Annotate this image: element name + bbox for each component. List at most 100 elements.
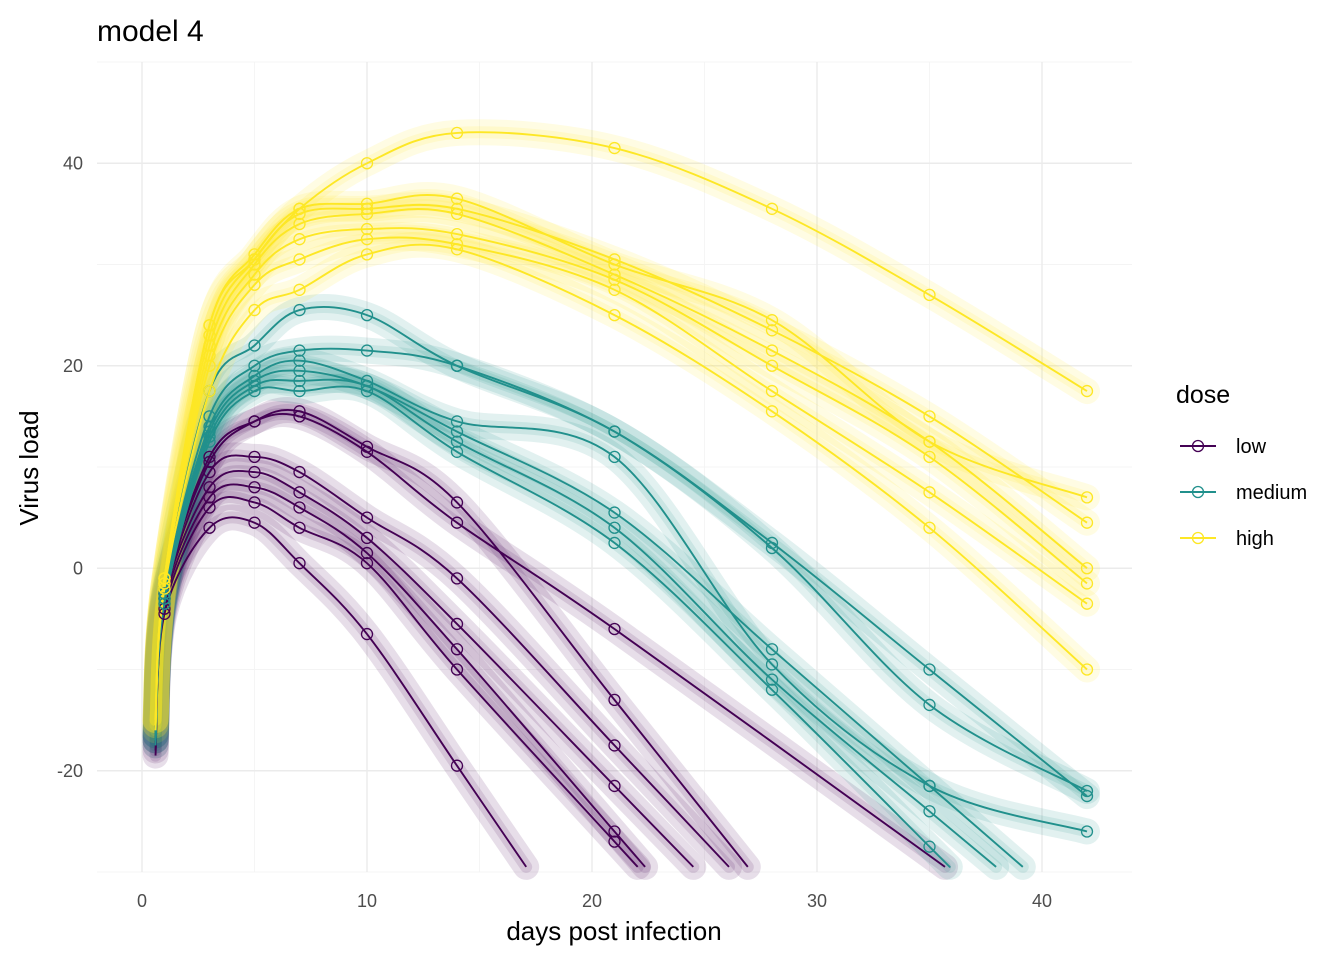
observation-point-low (248, 516, 261, 529)
observation-point-high (608, 308, 621, 322)
observation-point-medium (923, 698, 936, 712)
observation-point-high (608, 141, 621, 155)
observation-point-high (608, 253, 621, 266)
observation-point-medium (203, 435, 216, 448)
observation-point-medium (923, 840, 936, 853)
observation-point-high (450, 238, 464, 251)
y-tick-label: 40 (63, 153, 83, 173)
observation-point-high (360, 197, 374, 210)
observation-point-high (450, 202, 464, 215)
y-tick-label: 0 (73, 558, 83, 578)
observation-point-medium (293, 364, 306, 377)
observation-point-high (248, 258, 261, 271)
observation-point-high (293, 283, 306, 296)
observation-point-low (293, 521, 306, 534)
observation-point-high (450, 243, 464, 256)
observation-point-low (450, 572, 464, 585)
observation-point-low (293, 501, 306, 514)
observation-point-medium (203, 425, 216, 438)
observation-point-high (293, 202, 306, 215)
fitted-curve-high (154, 131, 1088, 721)
observation-point-high (765, 359, 779, 372)
observation-point-high (248, 303, 261, 317)
observation-point-medium (608, 450, 621, 464)
observation-point-medium (923, 663, 936, 676)
observation-point-high (923, 435, 936, 448)
observation-point-low (248, 496, 261, 509)
observation-point-high (1080, 597, 1094, 610)
fitted-curve-high (154, 203, 1088, 721)
observation-point-low (293, 410, 306, 423)
observation-point-medium (360, 344, 374, 357)
x-tick-label: 30 (807, 891, 827, 911)
observation-point-medium (248, 384, 261, 398)
observation-point-high (765, 202, 779, 215)
observation-point-medium (360, 379, 374, 393)
observation-point-high (608, 258, 621, 271)
observation-point-low (450, 496, 464, 509)
observation-point-high (248, 278, 261, 291)
observation-point-high (203, 384, 216, 398)
observation-point-low (158, 602, 171, 615)
observation-point-medium (360, 374, 374, 388)
fitted-curve-medium (154, 359, 1088, 833)
observation-point-high (923, 521, 936, 534)
fitted-curve-high (154, 243, 1088, 731)
fitted-curve-low (154, 483, 646, 868)
observation-point-low (608, 693, 621, 707)
observation-point-medium (248, 359, 261, 372)
observation-point-medium (608, 425, 621, 438)
observation-point-high (608, 273, 621, 286)
observation-point-low (293, 405, 306, 418)
observation-point-high (923, 288, 936, 302)
observation-point-high (158, 582, 171, 595)
observation-point-low (360, 445, 374, 458)
observation-point-high (450, 207, 464, 221)
observation-point-medium (1080, 789, 1094, 803)
y-tick-label: 20 (63, 356, 83, 376)
observation-point-high (1080, 516, 1094, 529)
observation-point-high (248, 268, 261, 281)
observation-point-low (158, 607, 171, 620)
observation-point-low (293, 465, 306, 479)
observation-point-high (923, 410, 936, 423)
observation-point-medium (248, 374, 261, 388)
observation-point-medium (765, 683, 779, 696)
observation-point-medium (293, 303, 306, 317)
x-tick-label: 0 (137, 891, 147, 911)
observation-point-medium (158, 587, 171, 600)
observation-point-medium (765, 673, 779, 686)
legend-key-point (1191, 531, 1205, 545)
observation-point-low (450, 617, 464, 631)
observation-point-medium (765, 536, 779, 550)
observation-point-medium (608, 536, 621, 550)
observation-point-medium (158, 592, 171, 605)
observation-point-high (203, 329, 216, 342)
observation-point-low (608, 825, 621, 838)
x-axis-ticks: 0 10 20 30 40 (137, 891, 1052, 911)
observation-point-medium (1080, 825, 1094, 838)
observation-point-low (360, 627, 374, 641)
x-tick-label: 40 (1032, 891, 1052, 911)
observation-point-high (923, 486, 936, 499)
grid (97, 61, 1132, 873)
observation-point-high (293, 253, 306, 266)
observation-point-medium (923, 779, 936, 793)
observation-point-medium (293, 344, 306, 357)
observation-point-medium (248, 369, 261, 383)
observation-point-low (203, 455, 216, 469)
observation-point-high (203, 339, 216, 352)
fitted-curve-medium (154, 369, 1024, 868)
observation-point-low (608, 835, 621, 848)
observation-point-high (248, 253, 261, 266)
observation-point-low (608, 779, 621, 793)
observation-point-high (203, 319, 216, 332)
observation-point-medium (360, 384, 374, 398)
observation-point-low (248, 450, 261, 464)
x-tick-label: 10 (357, 891, 377, 911)
fitted-curve-high (154, 227, 1088, 726)
legend-label-medium: medium (1236, 482, 1307, 504)
observation-point-medium (450, 425, 464, 438)
observation-point-medium (450, 415, 464, 428)
observation-point-high (608, 283, 621, 296)
